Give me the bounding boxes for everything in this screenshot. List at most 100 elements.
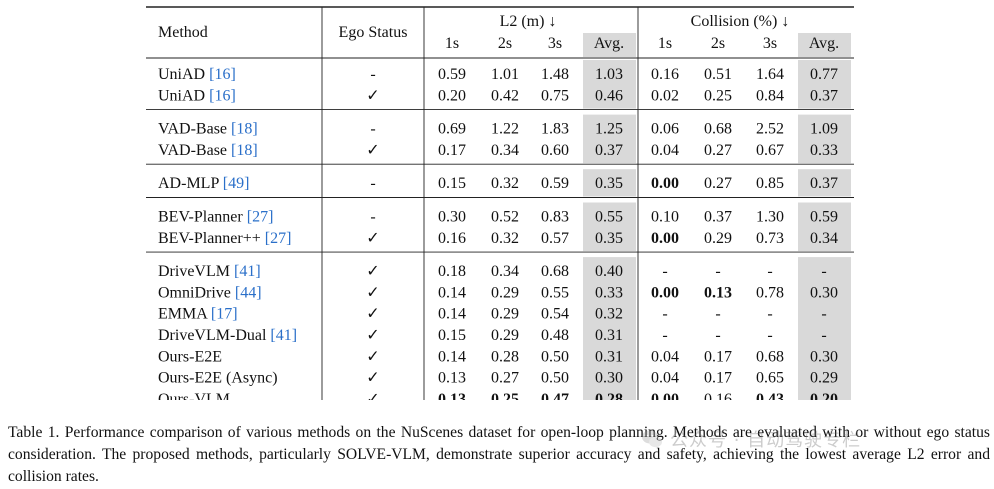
cell-l2-3s: 0.50 (541, 370, 569, 387)
avg-column-shade (798, 257, 851, 400)
method-name: EMMA [17] (158, 306, 238, 323)
avg-header-shade (583, 33, 636, 57)
table-row: Ours-E2E ✓ 0.14 0.28 0.50 0.31 0.04 0.17 0.68 0.3… (158, 348, 838, 365)
citation-link[interactable]: [18] (227, 142, 258, 159)
cell-collision-3s: 0.65 (756, 370, 784, 387)
header-collision-group: Collision (%) ↓ (691, 13, 790, 30)
cell-collision-3s: 0.84 (756, 87, 784, 104)
method-name: Ours-VLM (158, 391, 230, 400)
cell-l2-avg: 0.35 (595, 175, 623, 192)
check-mark-icon: ✓ (366, 306, 379, 323)
cell-collision-1s: 0.04 (651, 370, 679, 387)
cell-l2-1s: 0.59 (438, 66, 466, 83)
cell-l2-avg: 1.25 (595, 121, 623, 138)
cell-l2-2s: 0.32 (491, 175, 519, 192)
dash-mark: - (370, 121, 375, 138)
avg-column-shade (798, 202, 851, 252)
cell-collision-3s: - (767, 263, 772, 280)
cell-l2-3s: 0.55 (541, 284, 569, 301)
cell-l2-avg: 0.40 (595, 263, 623, 280)
citation-link[interactable]: [27] (243, 209, 274, 226)
cell-collision-2s: - (715, 306, 720, 323)
cell-l2-3s: 0.75 (541, 87, 569, 104)
cell-collision-3s: 0.78 (756, 284, 784, 301)
cell-collision-avg: 0.29 (810, 370, 838, 387)
cell-l2-avg: 0.37 (595, 142, 623, 159)
table-caption: Table 1. Performance comparison of vario… (8, 424, 990, 485)
citation-link[interactable]: [44] (231, 284, 262, 301)
method-name: VAD-Base [18] (158, 142, 258, 159)
cell-collision-2s: 0.51 (704, 66, 732, 83)
cell-l2-1s: 0.20 (438, 87, 466, 104)
cell-l2-avg: 0.28 (595, 391, 623, 400)
cell-collision-1s: 0.00 (651, 175, 679, 192)
cell-collision-1s: 0.10 (651, 209, 679, 226)
cell-collision-1s: 0.00 (651, 230, 679, 247)
header-method: Method (158, 24, 208, 41)
cell-collision-2s: 0.68 (704, 121, 732, 138)
cell-collision-3s: 1.30 (756, 209, 784, 226)
cell-l2-3s: 0.54 (541, 306, 569, 323)
citation-link[interactable]: [41] (230, 263, 261, 280)
cell-collision-1s: 0.00 (651, 284, 679, 301)
cell-l2-1s: 0.17 (438, 142, 466, 159)
cell-l2-2s: 1.01 (491, 66, 519, 83)
cell-collision-avg: 0.37 (810, 87, 838, 104)
cell-l2-avg: 0.33 (595, 284, 623, 301)
cell-collision-1s: - (662, 327, 667, 344)
cell-collision-1s: - (662, 263, 667, 280)
method-name: AD-MLP [49] (158, 175, 249, 192)
table-row: OmniDrive [44] ✓ 0.14 0.29 0.55 0.33 0.00 0.13 0… (158, 284, 838, 301)
cell-collision-2s: 0.17 (704, 370, 732, 387)
citation-link[interactable]: [49] (219, 175, 250, 192)
cell-l2-3s: 0.60 (541, 142, 569, 159)
cell-collision-1s: 0.06 (651, 121, 679, 138)
cell-collision-avg: 0.37 (810, 175, 838, 192)
cell-collision-2s: 0.16 (704, 391, 732, 400)
avg-column-shade (798, 114, 851, 164)
method-name: Ours-E2E (158, 348, 222, 365)
citation-link[interactable]: [41] (266, 327, 297, 344)
cell-l2-3s: 0.47 (541, 391, 569, 400)
subheader-collision-avg: Avg. (809, 35, 839, 52)
cell-l2-2s: 0.25 (491, 391, 519, 400)
cell-l2-avg: 0.31 (595, 348, 623, 365)
cell-l2-1s: 0.15 (438, 327, 466, 344)
cell-l2-2s: 0.32 (491, 230, 519, 247)
cell-collision-3s: 0.73 (756, 230, 784, 247)
citation-link[interactable]: [16] (205, 66, 236, 83)
cell-l2-1s: 0.14 (438, 348, 466, 365)
cell-collision-2s: 0.27 (704, 142, 732, 159)
cell-l2-2s: 0.29 (491, 327, 519, 344)
citation-link[interactable]: [18] (227, 121, 258, 138)
check-mark-icon: ✓ (366, 348, 379, 365)
cell-collision-3s: 2.52 (756, 121, 784, 138)
subheader-collision-1s: 1s (658, 35, 672, 52)
method-name: DriveVLM [41] (158, 263, 261, 280)
cell-collision-avg: 0.30 (810, 284, 838, 301)
cell-collision-avg: - (821, 306, 826, 323)
cell-collision-avg: 0.30 (810, 348, 838, 365)
cell-l2-3s: 0.48 (541, 327, 569, 344)
cell-collision-1s: - (662, 306, 667, 323)
cell-collision-3s: 0.85 (756, 175, 784, 192)
cell-collision-avg: 0.34 (810, 230, 838, 247)
citation-link[interactable]: [17] (207, 306, 238, 323)
citation-link[interactable]: [16] (205, 87, 236, 104)
subheader-l2-avg: Avg. (594, 35, 624, 52)
cell-collision-avg: - (821, 263, 826, 280)
check-mark-icon: ✓ (366, 87, 379, 104)
cell-collision-3s: 1.64 (756, 66, 784, 83)
subheader-l2-1s: 1s (445, 35, 459, 52)
method-name: UniAD [16] (158, 66, 236, 83)
header-l2-group: L2 (m) ↓ (500, 13, 557, 30)
cell-l2-2s: 0.34 (491, 263, 519, 280)
avg-column-shade (798, 60, 851, 109)
cell-collision-avg: 0.59 (810, 209, 838, 226)
cell-l2-2s: 0.52 (491, 209, 519, 226)
cell-collision-3s: - (767, 327, 772, 344)
citation-link[interactable]: [27] (261, 230, 292, 247)
cell-collision-2s: - (715, 327, 720, 344)
subheader-l2-2s: 2s (498, 35, 512, 52)
cell-collision-1s: 0.04 (651, 348, 679, 365)
